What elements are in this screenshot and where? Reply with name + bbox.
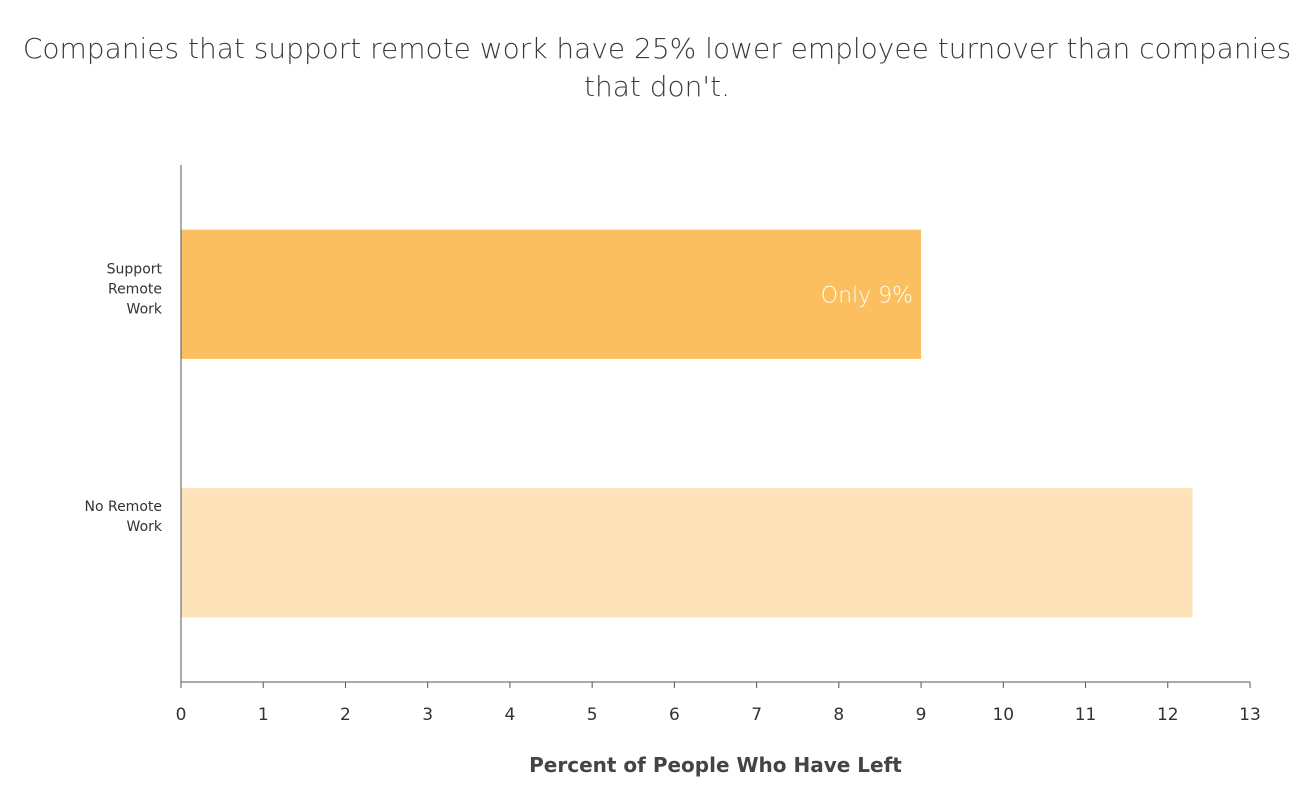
x-tick-label: 5 — [587, 705, 598, 725]
x-tick-label: 0 — [176, 705, 187, 725]
x-tick-label: 8 — [833, 705, 844, 725]
data-labels: Only 9% — [821, 283, 913, 308]
x-tick-label: 7 — [751, 705, 762, 725]
category-label: Remote — [108, 281, 162, 297]
x-tick-label: 13 — [1239, 705, 1261, 725]
bars-layer — [181, 229, 1193, 618]
data-label: Only 9% — [821, 283, 913, 308]
x-tick-label: 1 — [258, 705, 269, 725]
x-axis-title: Percent of People Who Have Left — [529, 753, 902, 777]
x-tick-label: 12 — [1157, 705, 1179, 725]
x-tick-label: 4 — [505, 705, 516, 725]
x-tick-label: 2 — [340, 705, 351, 725]
category-label: No Remote — [84, 499, 162, 515]
x-axis-ticks: 0 1 2 3 4 5 6 7 8 9 10 11 12 13 — [176, 682, 1261, 725]
category-label: Work — [127, 301, 163, 317]
category-labels: Support Remote Work No Remote Work — [84, 261, 162, 535]
category-label: Support — [107, 261, 163, 277]
category-label: Work — [127, 519, 163, 535]
bar — [181, 229, 922, 359]
chart-title: Companies that support remote work have … — [22, 32, 1292, 103]
bar — [181, 488, 1193, 618]
x-tick-label: 11 — [1075, 705, 1097, 725]
x-tick-label: 6 — [669, 705, 680, 725]
x-tick-label: 3 — [422, 705, 433, 725]
x-tick-label: 10 — [992, 705, 1014, 725]
x-tick-label: 9 — [916, 705, 927, 725]
